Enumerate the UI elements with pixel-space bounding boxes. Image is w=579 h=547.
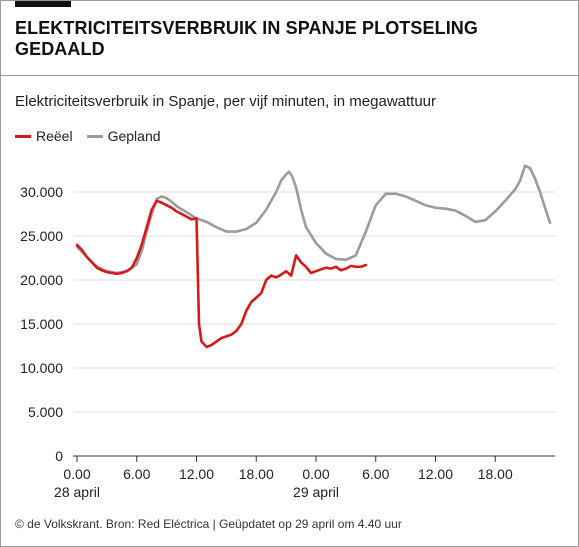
- x-tick-label-4: 0.00: [302, 466, 329, 482]
- y-tick-label-1: 5.000: [28, 404, 63, 420]
- x-tick-sublabel-0: 28 april: [54, 484, 100, 500]
- y-tick-label-4: 20.000: [20, 272, 63, 288]
- x-tick-label-3: 18.00: [239, 466, 274, 482]
- x-tick-label-1: 6.00: [123, 466, 150, 482]
- line-chart: 0 5.000 10.000 15.000 20.000 25.000 30.000 0.00…: [20, 164, 555, 500]
- legend-item-reeel: Reëel: [15, 128, 73, 144]
- y-tick-label-0: 0: [55, 448, 63, 464]
- x-tick-label-0: 0.00: [63, 466, 90, 482]
- legend-item-gepland: Gepland: [86, 128, 161, 144]
- legend-label-gepland: Gepland: [107, 128, 161, 144]
- x-tick-sublabel-4: 29 april: [293, 484, 339, 500]
- title-divider: [1, 75, 578, 76]
- legend-swatch-reeel: [15, 134, 31, 138]
- series-line-reeel: [75, 199, 368, 349]
- chart-title: ELEKTRICITEITSVERBRUIK IN SPANJE PLOTSEL…: [15, 18, 479, 59]
- y-tick-label-6: 30.000: [20, 184, 63, 200]
- y-tick-label-5: 25.000: [20, 228, 63, 244]
- legend-swatch-gepland: [86, 134, 103, 138]
- x-tick-label-5: 6.00: [362, 466, 389, 482]
- chart-subtitle: Elektriciteitsverbruik in Spanje, per vi…: [15, 93, 437, 110]
- x-tick-label-6: 12.00: [418, 466, 453, 482]
- x-tick-label-7: 18.00: [478, 466, 513, 482]
- legend-label-reeel: Reëel: [36, 128, 73, 144]
- y-tick-label-2: 10.000: [20, 360, 63, 376]
- source-note: © de Volkskrant. Bron: Red Eléctrica | G…: [15, 517, 402, 531]
- x-tick-label-2: 12.00: [179, 466, 214, 482]
- y-tick-label-3: 15.000: [20, 316, 63, 332]
- accent-bar: [15, 1, 71, 7]
- legend: Reëel Gepland: [15, 128, 175, 144]
